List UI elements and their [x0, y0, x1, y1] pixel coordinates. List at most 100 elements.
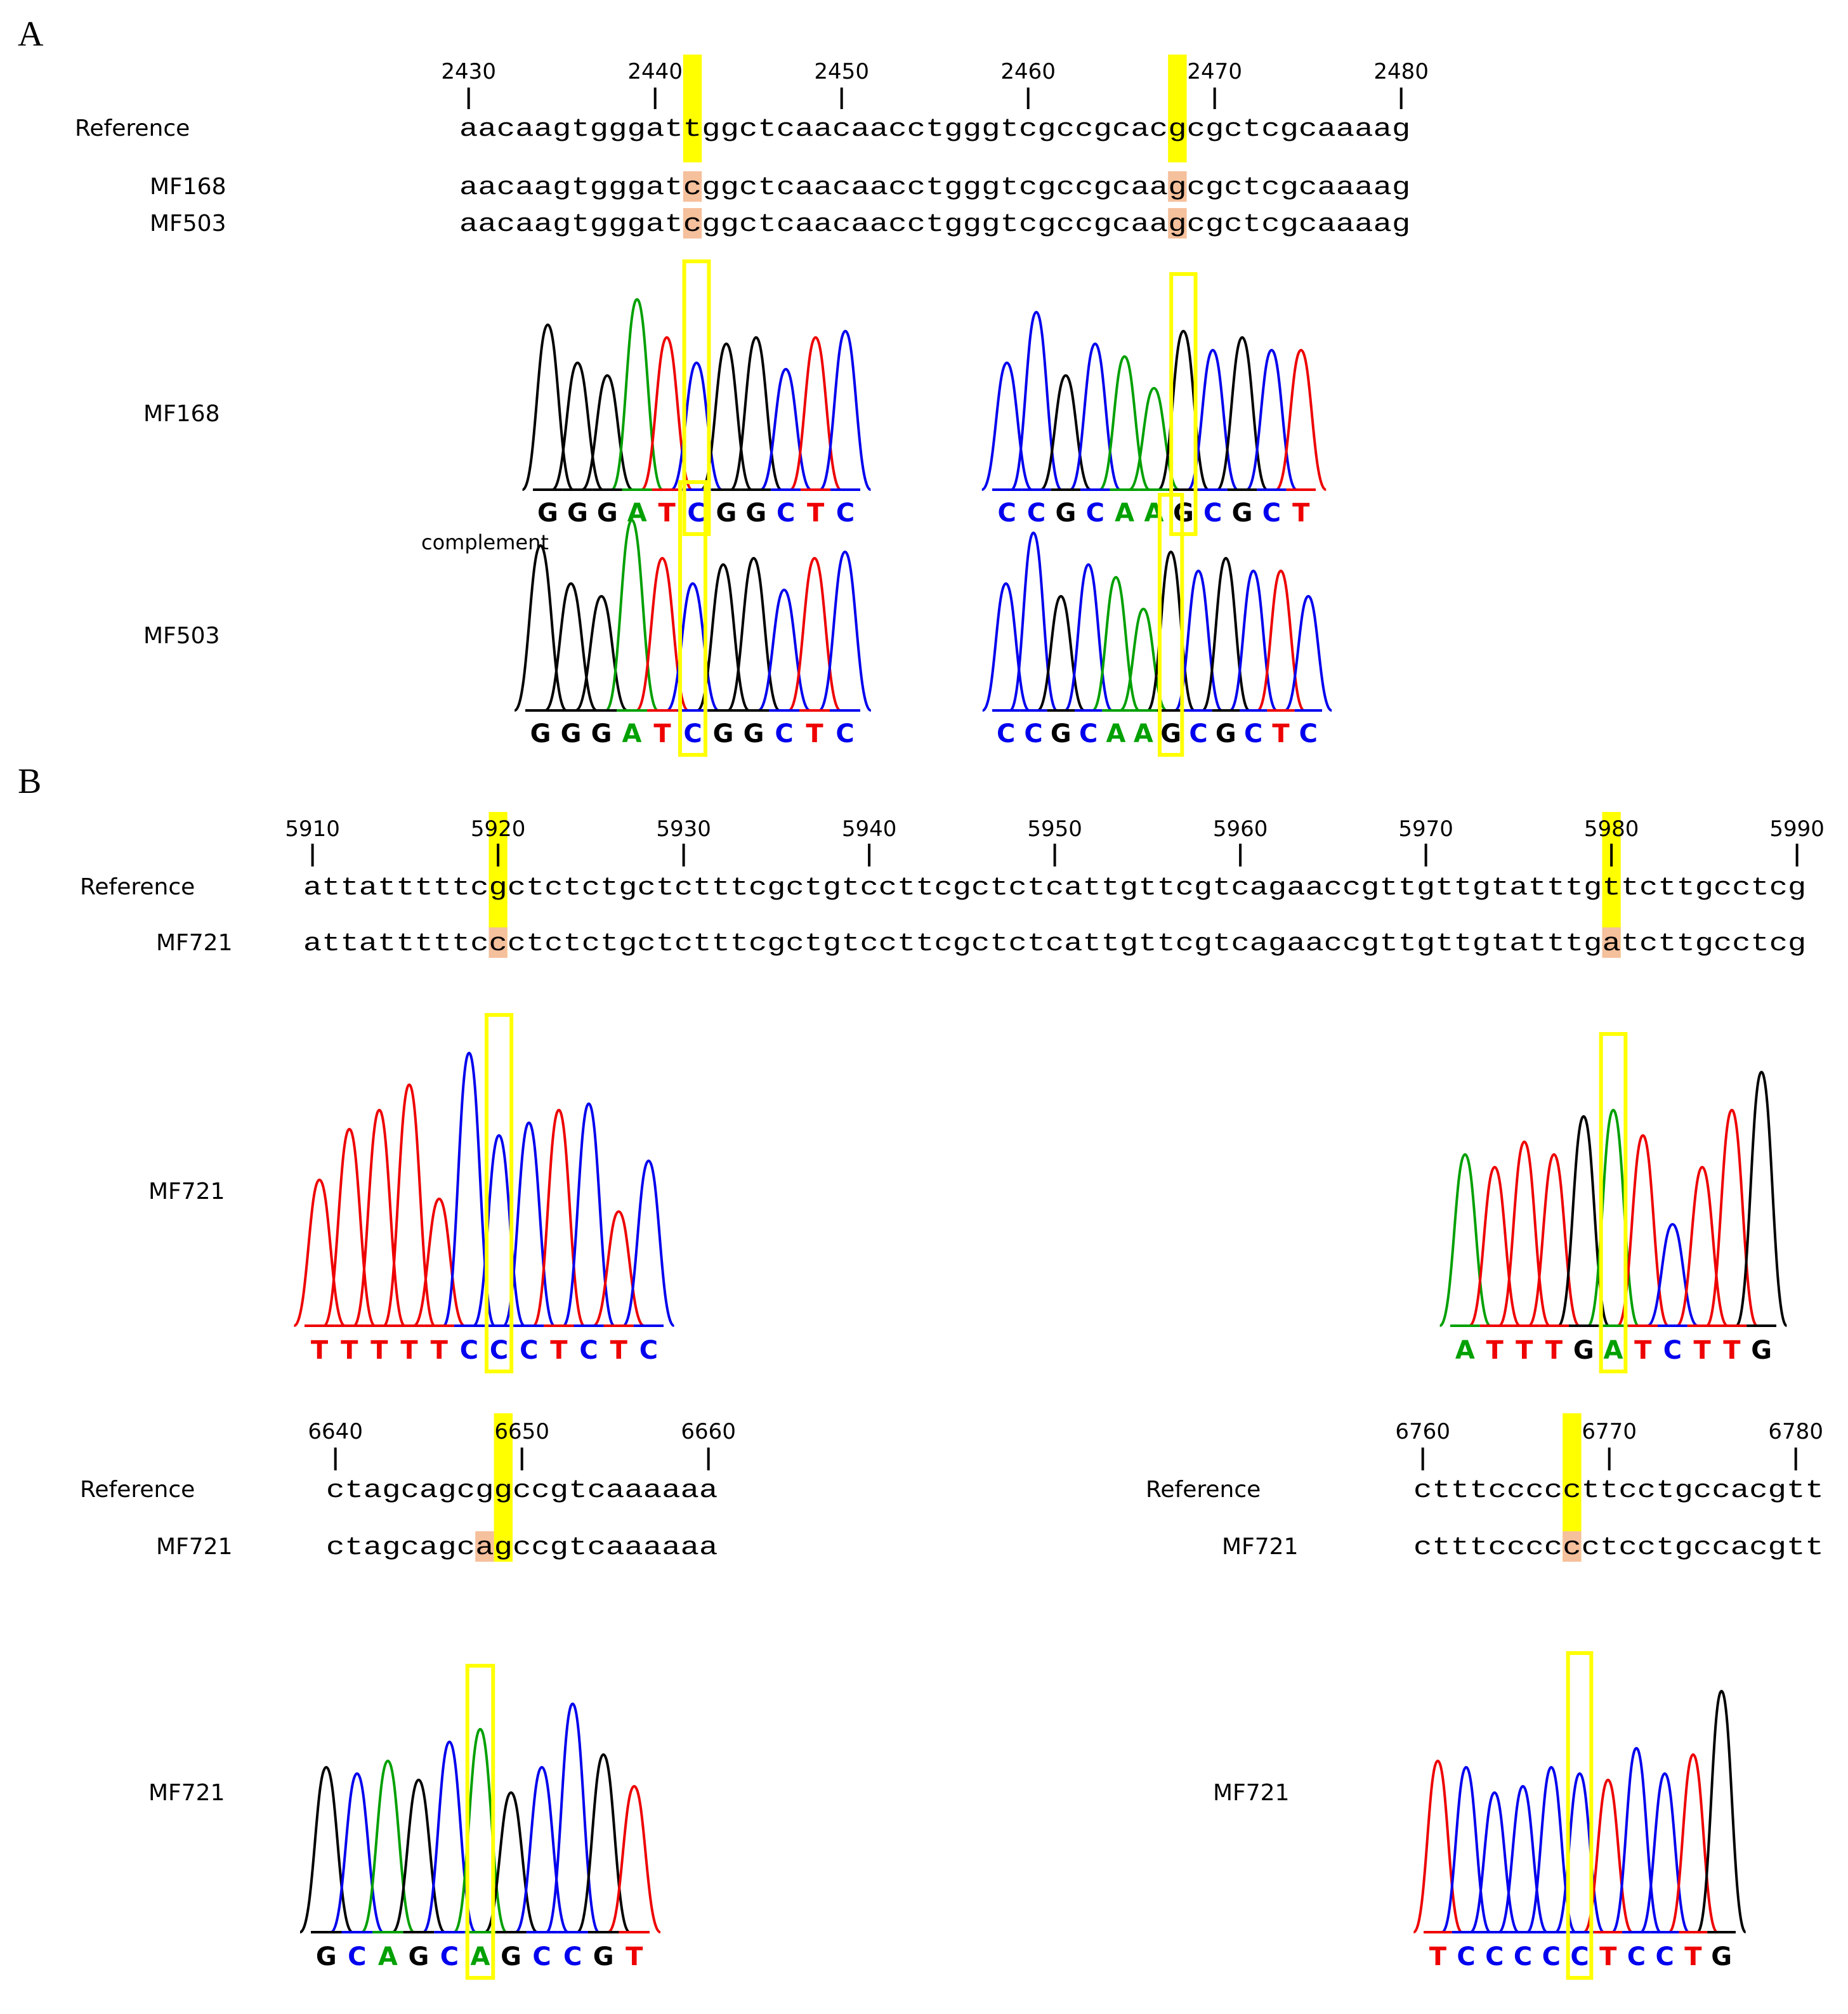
- base-call: C: [348, 1942, 366, 1971]
- base-call: T: [1599, 1942, 1617, 1971]
- peak-C: [1284, 594, 1333, 712]
- variant-box: [1599, 1032, 1628, 1373]
- base-call: C: [687, 499, 705, 528]
- peak-C: [562, 1102, 616, 1327]
- peak-G: [1037, 594, 1085, 712]
- base-call: G: [591, 719, 612, 749]
- base-call: C: [1262, 499, 1281, 528]
- sample-sequence: aacaagtgggatcggctcaacaacctgggtcgccgcaagc…: [459, 174, 1410, 202]
- ruler-number: 2450: [814, 59, 869, 84]
- trace-label: MF721: [148, 1179, 225, 1205]
- peak-C: [545, 1702, 600, 1933]
- base-call: T: [400, 1336, 418, 1365]
- panel-letter: B: [18, 762, 41, 801]
- highlight-column: [494, 1413, 513, 1562]
- row-label: MF721: [1222, 1534, 1298, 1560]
- row-label: Reference: [80, 874, 195, 900]
- reference-sequence: aacaagtgggattggctcaacaacctgggtcgccgcacgc…: [459, 115, 1410, 144]
- base-call: C: [490, 1336, 508, 1365]
- peak-T: [593, 1210, 645, 1327]
- ruler-number: 5920: [471, 816, 526, 842]
- base-call: C: [579, 1336, 598, 1365]
- peak-C: [1469, 1791, 1519, 1933]
- base-call: C: [1086, 499, 1104, 528]
- base-call: G: [713, 719, 734, 749]
- base-call: T: [1516, 1336, 1533, 1365]
- peak-T: [1676, 1165, 1729, 1327]
- complement-note: complement: [421, 530, 549, 554]
- panel-b: B 5910 5920 5930 5940 5950 5960 5970 5980 5990 Ref…: [18, 762, 1825, 1980]
- ruler-number: 2460: [1000, 59, 1056, 84]
- base-call: G: [1711, 1942, 1732, 1971]
- peak-C: [514, 1765, 569, 1933]
- base-call: G: [408, 1942, 429, 1971]
- base-call: T: [1292, 499, 1310, 528]
- base-call: C: [1485, 1942, 1504, 1971]
- base-call: C: [1514, 1942, 1532, 1971]
- base-call: G: [597, 499, 618, 528]
- peak-C: [622, 1159, 675, 1327]
- row-label: MF721: [156, 930, 232, 956]
- base-call: G: [593, 1942, 614, 1971]
- base-call: C: [1189, 719, 1207, 749]
- base-call: C: [1079, 719, 1098, 749]
- variant-highlight: [1168, 208, 1187, 239]
- base-call: T: [1634, 1336, 1652, 1365]
- variant-highlight: [683, 208, 702, 239]
- base-call: G: [1160, 719, 1181, 749]
- base-call: C: [1542, 1942, 1561, 1971]
- peak-T: [1705, 1108, 1759, 1327]
- panel-letter: A: [18, 15, 44, 54]
- base-call: T: [626, 1942, 643, 1971]
- peak-G: [581, 374, 634, 491]
- reference-sequence: ctagcagcggccgtcaaaaaa: [326, 1477, 718, 1505]
- base-call: C: [836, 499, 855, 528]
- peak-G: [1040, 374, 1092, 491]
- row-label: MF503: [150, 211, 226, 237]
- ruler-number: 2480: [1373, 59, 1429, 84]
- ruler-number: 5950: [1027, 816, 1082, 842]
- reference-sequence: ctttcccccttcctgccacgtt: [1413, 1477, 1824, 1505]
- base-call: T: [370, 1336, 388, 1365]
- peak-T: [1667, 1753, 1719, 1933]
- base-call: C: [520, 1336, 538, 1365]
- base-call: G: [530, 719, 551, 749]
- ruler-number: 6650: [494, 1419, 549, 1444]
- peak-C: [1229, 569, 1278, 712]
- subpanel: 6640 6650 6660 Reference ctagcagcggccgtcaaaa…: [80, 1413, 736, 1562]
- peak-C: [819, 329, 872, 491]
- sample-sequence: aacaagtgggatcggctcaacaacctgggtcgccgcaagc…: [459, 211, 1410, 239]
- base-call: G: [561, 719, 582, 749]
- base-call: A: [1106, 719, 1126, 749]
- base-call: G: [567, 499, 588, 528]
- variant-box: [485, 1013, 514, 1373]
- peak-C: [1640, 1772, 1690, 1933]
- peak-T: [1528, 1153, 1580, 1327]
- base-call: G: [745, 499, 766, 528]
- base-call: C: [683, 719, 702, 749]
- base-call: T: [658, 499, 676, 528]
- peak-T: [383, 1083, 436, 1327]
- peak-G: [521, 323, 574, 491]
- variant-highlight: [488, 927, 508, 958]
- base-call: T: [1272, 719, 1290, 749]
- variant-box: [465, 1664, 495, 1980]
- ruler-number: 6760: [1395, 1419, 1450, 1444]
- peak-C: [1498, 1784, 1548, 1933]
- base-call: C: [836, 719, 854, 749]
- base-call: T: [1684, 1942, 1702, 1971]
- base-call: A: [471, 1942, 490, 1971]
- base-call: C: [1663, 1336, 1682, 1365]
- base-call: C: [1299, 719, 1318, 749]
- peak-T: [789, 336, 842, 491]
- peak-G: [1557, 1115, 1610, 1327]
- peak-C: [1646, 1222, 1699, 1327]
- base-call: A: [1604, 1336, 1623, 1365]
- base-call: G: [1055, 499, 1076, 528]
